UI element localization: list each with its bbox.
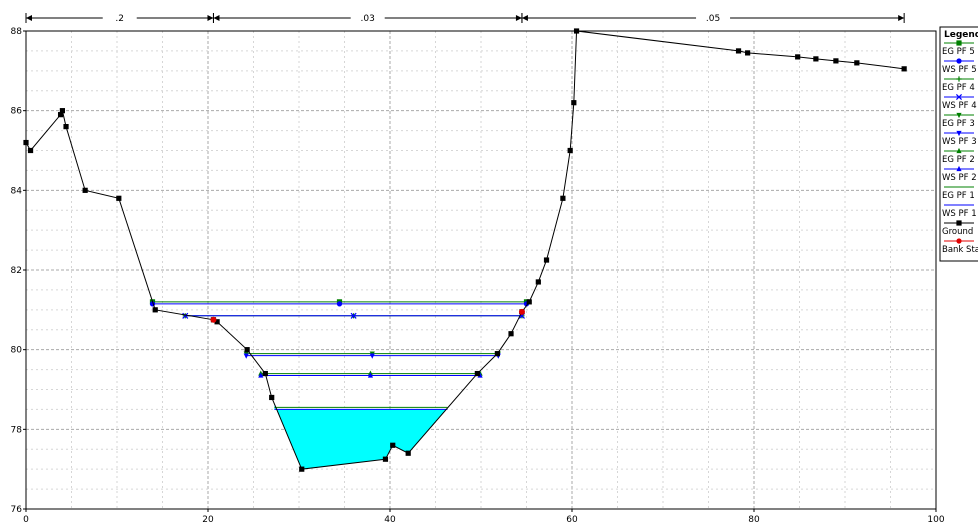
x-tick-label: 40 <box>384 515 396 525</box>
roughness-label: .05 <box>706 14 720 24</box>
legend-label: Bank Sta <box>942 245 978 255</box>
legend-label: EG PF 5 <box>942 47 975 57</box>
bank-station-point <box>518 308 525 315</box>
ground-point <box>262 370 268 377</box>
legend-label: EG PF 4 <box>942 83 975 93</box>
x-tick-label: 100 <box>927 515 944 525</box>
ground-point <box>494 351 500 357</box>
ground-point <box>405 450 411 456</box>
legend-label: EG PF 1 <box>942 191 975 201</box>
legend-marker <box>956 220 962 226</box>
ground-point <box>854 60 860 66</box>
legend-marker <box>955 93 963 101</box>
legend-title: Legend <box>944 30 978 40</box>
profile-marker <box>182 312 189 319</box>
ground-point <box>535 279 541 285</box>
roughness-arrow-right <box>515 15 522 21</box>
ground-point <box>82 187 88 193</box>
legend-marker <box>956 165 962 172</box>
legend-label: Ground <box>942 227 973 237</box>
ground-point <box>57 112 64 118</box>
ground-point <box>745 50 751 56</box>
y-tick-label: 82 <box>11 266 22 276</box>
profile-marker <box>367 372 374 378</box>
profile-marker <box>336 301 343 307</box>
roughness-label-bg <box>102 12 137 24</box>
axis-ticks: 0 20 40 60 80 100 76 78 80 82 84 86 88 <box>11 27 945 525</box>
roughness-arrow-right <box>898 15 905 21</box>
legend-marker <box>956 130 962 137</box>
bank-station-point <box>210 316 217 323</box>
roughness-arrow-left <box>26 15 32 21</box>
ground-profile <box>23 28 907 472</box>
x-tick-label: 80 <box>748 515 760 525</box>
legend-label: EG PF 3 <box>942 119 975 129</box>
legend-label: WS PF 2 <box>942 173 977 183</box>
legend-marker <box>956 58 962 64</box>
ground-point <box>27 147 34 154</box>
legend-marker <box>956 76 962 82</box>
legend-marker <box>956 112 962 119</box>
ground-point <box>214 319 220 325</box>
legend-label: WS PF 1 <box>942 209 977 219</box>
profile-marker <box>258 372 264 378</box>
roughness-label-bg <box>696 12 731 24</box>
profile-marker <box>369 353 375 359</box>
legend: Legend EG PF 5 WS PF 5 EG PF 4 WS PF 4 EG PF … <box>939 26 978 262</box>
ground-point <box>833 58 839 64</box>
x-tick-label: 20 <box>202 515 214 525</box>
roughness-arrow-right <box>207 15 214 21</box>
x-tick-label: 0 <box>23 515 29 525</box>
profile-marker <box>350 312 357 319</box>
water-surface-fill-layer <box>274 403 448 470</box>
ground-point <box>795 54 801 60</box>
ground-point <box>116 195 122 201</box>
ground-point <box>299 466 305 472</box>
legend-label: WS PF 4 <box>942 101 977 111</box>
y-tick-label: 84 <box>11 186 23 196</box>
roughness-label-bg <box>350 12 385 24</box>
y-tick-label: 80 <box>11 346 23 356</box>
roughness-label: .03 <box>361 14 375 24</box>
ground-point <box>560 195 566 201</box>
ground-point <box>152 307 158 313</box>
roughness-arrow-left <box>213 15 220 21</box>
ground-point <box>735 48 742 54</box>
ground-point <box>543 257 550 263</box>
ground-point <box>269 394 275 401</box>
legend-marker <box>956 238 962 244</box>
ground-point <box>474 370 480 377</box>
legend-marker <box>956 147 962 154</box>
profile-marker <box>243 353 249 359</box>
roughness-arrow-left <box>521 15 528 21</box>
bank-stations <box>210 308 525 323</box>
ground-point <box>508 331 514 337</box>
x-tick-label: 60 <box>566 515 578 525</box>
ground-point <box>382 456 389 462</box>
ground-point <box>567 147 573 154</box>
y-tick-label: 76 <box>11 505 23 515</box>
ground-point <box>59 108 65 114</box>
y-tick-label: 78 <box>11 425 23 435</box>
roughness-label: .2 <box>115 14 124 24</box>
legend-label: WS PF 3 <box>942 137 977 147</box>
legend-marker <box>956 40 962 46</box>
y-tick-label: 88 <box>11 27 23 37</box>
y-tick-label: 86 <box>11 107 23 117</box>
ground-point <box>901 66 907 72</box>
ground-point <box>571 100 577 106</box>
roughness-bar: .2 .03 .05 <box>25 12 905 24</box>
ground-point <box>390 442 396 448</box>
legend-label: EG PF 2 <box>942 155 975 165</box>
ground-point <box>526 299 532 305</box>
ground-point <box>244 347 250 353</box>
ground-point <box>813 56 819 62</box>
ground-point <box>63 124 69 130</box>
legend-label: WS PF 5 <box>942 65 977 75</box>
water-surface-fill <box>274 403 448 470</box>
profile-marker <box>477 372 483 378</box>
